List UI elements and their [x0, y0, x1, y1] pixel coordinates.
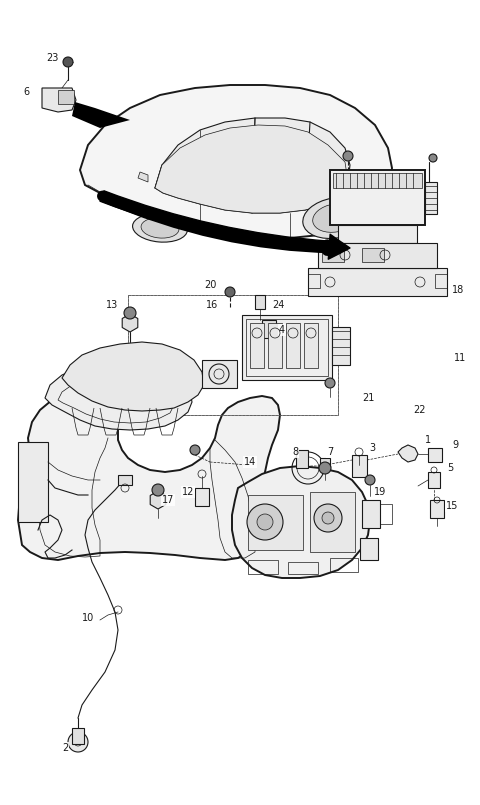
Polygon shape	[18, 392, 280, 560]
Text: 15: 15	[446, 501, 458, 511]
Bar	[428, 448, 442, 462]
Bar	[380, 504, 392, 524]
Circle shape	[247, 504, 283, 540]
Polygon shape	[122, 314, 138, 332]
Text: 13: 13	[106, 300, 118, 310]
Polygon shape	[398, 445, 418, 462]
Bar	[248, 495, 303, 550]
Circle shape	[322, 512, 334, 524]
Circle shape	[225, 287, 235, 297]
Bar	[58, 90, 74, 104]
Bar	[72, 728, 84, 744]
Text: 1: 1	[425, 435, 431, 445]
Text: 10: 10	[82, 613, 94, 623]
Bar	[330, 170, 425, 225]
Text: 8: 8	[292, 447, 298, 457]
Ellipse shape	[141, 218, 179, 238]
Text: 16: 16	[206, 300, 218, 310]
Bar	[320, 458, 330, 470]
Bar	[330, 558, 358, 572]
Circle shape	[152, 484, 164, 496]
Text: 4: 4	[279, 325, 285, 335]
Text: 22: 22	[414, 405, 426, 415]
Bar	[332, 327, 350, 365]
Bar	[360, 538, 378, 560]
Bar	[255, 295, 265, 309]
Bar	[308, 268, 447, 296]
Text: 24: 24	[272, 300, 284, 310]
Bar	[352, 455, 367, 477]
Bar	[246, 319, 328, 376]
Circle shape	[319, 462, 331, 474]
Text: 2: 2	[62, 743, 68, 753]
Circle shape	[343, 151, 353, 161]
Polygon shape	[42, 88, 76, 112]
Circle shape	[325, 378, 335, 388]
Text: 14: 14	[244, 457, 256, 467]
Bar	[262, 320, 276, 338]
Polygon shape	[155, 125, 348, 213]
Text: 12: 12	[182, 487, 194, 497]
Circle shape	[190, 445, 200, 455]
Text: 23: 23	[46, 53, 58, 63]
Text: 3: 3	[369, 443, 375, 453]
Text: 17: 17	[162, 495, 174, 505]
Circle shape	[365, 475, 375, 485]
Ellipse shape	[303, 197, 367, 238]
Bar	[318, 243, 437, 268]
Polygon shape	[80, 85, 392, 238]
Text: 18: 18	[452, 285, 464, 295]
Polygon shape	[155, 118, 350, 213]
Polygon shape	[72, 102, 130, 128]
Bar	[195, 488, 209, 506]
Bar	[310, 492, 355, 552]
Text: 19: 19	[374, 487, 386, 497]
Bar	[286, 323, 300, 368]
Ellipse shape	[312, 204, 357, 233]
Bar	[435, 274, 447, 288]
Bar	[268, 323, 282, 368]
Text: 5: 5	[447, 463, 453, 473]
Bar	[248, 560, 278, 574]
Text: 21: 21	[362, 393, 374, 403]
Bar	[428, 472, 440, 488]
Bar	[333, 173, 422, 188]
Bar	[425, 182, 437, 214]
Circle shape	[314, 504, 342, 532]
Bar	[118, 475, 132, 485]
Text: 9: 9	[452, 440, 458, 450]
Bar	[430, 500, 444, 518]
Bar	[304, 323, 318, 368]
Polygon shape	[45, 364, 192, 430]
Bar	[250, 323, 264, 368]
Circle shape	[68, 732, 88, 752]
Ellipse shape	[132, 214, 187, 242]
Text: 7: 7	[327, 447, 333, 457]
Bar	[322, 248, 344, 262]
Circle shape	[257, 514, 273, 530]
Bar	[242, 315, 332, 380]
Polygon shape	[232, 466, 370, 578]
Bar	[288, 562, 318, 574]
Polygon shape	[150, 491, 166, 509]
Bar	[362, 500, 380, 528]
Circle shape	[124, 307, 136, 319]
Text: 11: 11	[454, 353, 466, 363]
Bar	[362, 248, 384, 262]
Bar	[202, 360, 237, 388]
Text: 6: 6	[23, 87, 29, 97]
Circle shape	[63, 57, 73, 67]
Circle shape	[429, 154, 437, 162]
Polygon shape	[62, 342, 204, 411]
Bar	[338, 225, 417, 243]
Text: 20: 20	[204, 280, 216, 290]
Bar	[308, 274, 320, 288]
Bar	[296, 450, 308, 468]
Polygon shape	[138, 172, 148, 182]
Bar	[18, 442, 48, 522]
Bar	[128, 295, 338, 415]
